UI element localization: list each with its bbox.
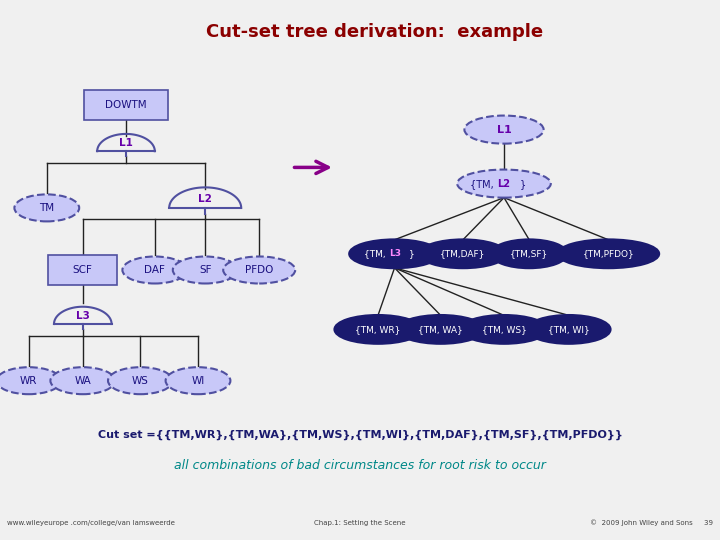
Text: WI: WI — [192, 376, 204, 386]
Ellipse shape — [558, 240, 659, 268]
Ellipse shape — [173, 256, 238, 284]
Ellipse shape — [350, 240, 440, 268]
Ellipse shape — [420, 240, 506, 268]
Ellipse shape — [166, 367, 230, 394]
Text: {TM,: {TM, — [364, 249, 389, 258]
FancyBboxPatch shape — [84, 90, 168, 120]
Ellipse shape — [108, 367, 173, 394]
Text: {TM,DAF}: {TM,DAF} — [440, 249, 486, 258]
Text: ©  2009 John Wiley and Sons     39: © 2009 John Wiley and Sons 39 — [590, 520, 713, 526]
Ellipse shape — [492, 240, 567, 268]
Text: {TM,: {TM, — [470, 179, 497, 188]
Text: DOWTM: DOWTM — [105, 100, 147, 110]
Text: L3: L3 — [76, 311, 90, 321]
Text: {TM, WS}: {TM, WS} — [482, 325, 526, 334]
Text: L1: L1 — [119, 138, 133, 149]
Ellipse shape — [461, 315, 547, 343]
Text: }: } — [520, 179, 526, 188]
Ellipse shape — [528, 315, 611, 343]
Text: {TM,PFDO}: {TM,PFDO} — [582, 249, 634, 258]
Ellipse shape — [14, 194, 79, 221]
Text: WA: WA — [74, 376, 91, 386]
Text: }: } — [409, 249, 415, 258]
Text: WR: WR — [20, 376, 37, 386]
Text: {TM, WI}: {TM, WI} — [548, 325, 590, 334]
Text: all combinations of bad circumstances for root risk to occur: all combinations of bad circumstances fo… — [174, 459, 546, 472]
Ellipse shape — [397, 315, 484, 343]
Text: {TM, WR}: {TM, WR} — [355, 325, 401, 334]
Text: PFDO: PFDO — [245, 265, 274, 275]
Text: {TM,SF}: {TM,SF} — [510, 249, 549, 258]
Text: TM: TM — [39, 203, 55, 213]
Ellipse shape — [464, 116, 544, 144]
Ellipse shape — [50, 367, 115, 394]
Ellipse shape — [122, 256, 187, 284]
FancyBboxPatch shape — [48, 255, 117, 285]
Text: WS: WS — [132, 376, 149, 386]
Text: L3: L3 — [389, 249, 401, 258]
Text: Cut set ={{TM,WR},{TM,WA},{TM,WS},{TM,WI},{TM,DAF},{TM,SF},{TM,PFDO}}: Cut set ={{TM,WR},{TM,WA},{TM,WS},{TM,WI… — [98, 429, 622, 440]
Text: L2: L2 — [198, 194, 212, 204]
Ellipse shape — [457, 170, 551, 198]
Ellipse shape — [223, 256, 295, 284]
Text: {TM, WA}: {TM, WA} — [418, 325, 463, 334]
Ellipse shape — [0, 367, 61, 394]
Text: DAF: DAF — [145, 265, 165, 275]
Ellipse shape — [335, 315, 421, 343]
Text: Cut-set tree derivation:  example: Cut-set tree derivation: example — [206, 23, 543, 42]
Text: www.wileyeurope .com/college/van lamsweerde: www.wileyeurope .com/college/van lamswee… — [7, 521, 175, 526]
Text: SCF: SCF — [73, 265, 93, 275]
Text: L2: L2 — [497, 179, 510, 188]
Text: Chap.1: Setting the Scene: Chap.1: Setting the Scene — [314, 521, 406, 526]
Text: SF: SF — [199, 265, 212, 275]
Text: L1: L1 — [497, 125, 511, 134]
